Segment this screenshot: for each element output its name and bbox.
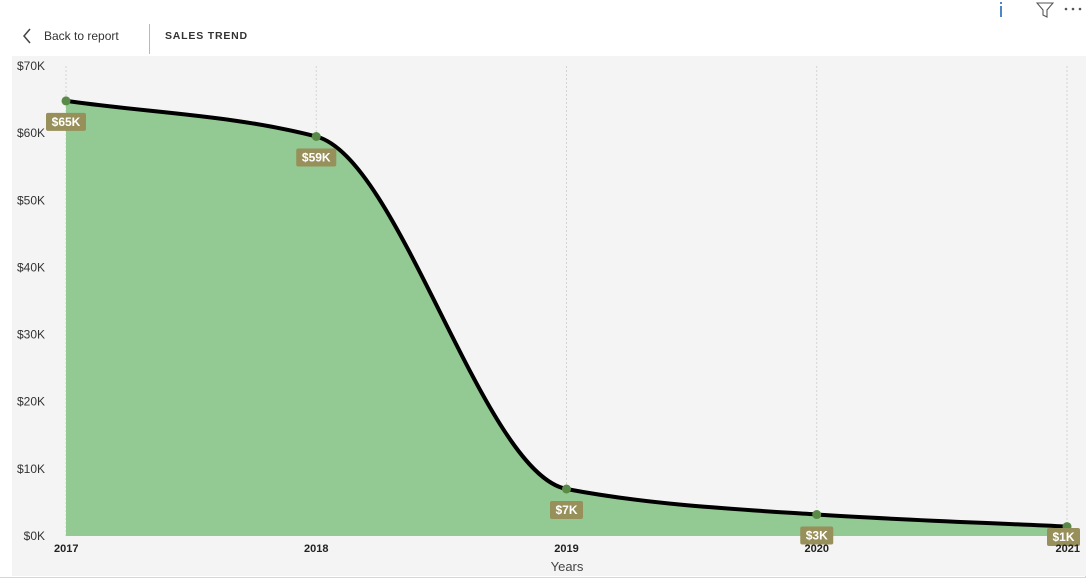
x-tick-label-2020: 2020	[805, 543, 829, 555]
y-tick-label: $50K	[17, 193, 45, 207]
y-tick-label: $40K	[17, 260, 45, 274]
y-tick-label: $30K	[17, 328, 45, 342]
y-tick-label: $0K	[24, 529, 45, 543]
x-tick-label-2021: 2021	[1056, 543, 1080, 555]
visual-header: Back to report SALES TREND	[0, 0, 1086, 56]
data-label-bg-2020	[800, 526, 834, 545]
filter-icon[interactable]	[1036, 2, 1054, 18]
data-label-bg-2021	[1047, 528, 1080, 546]
data-label-2017: $65K	[52, 115, 81, 129]
data-label-bg-2017	[46, 112, 86, 131]
x-tick-label-2018: 2018	[304, 543, 328, 555]
data-label-2018: $59K	[302, 151, 331, 165]
chevron-left-icon	[23, 28, 31, 44]
y-tick-label: $10K	[17, 462, 45, 476]
sales-area	[66, 100, 1067, 537]
data-label-bg-2019	[550, 501, 583, 519]
data-point-2017[interactable]	[61, 96, 71, 106]
data-label-2019: $7K	[555, 503, 577, 517]
sales-line	[65, 98, 1068, 529]
x-tick-label-2017: 2017	[54, 543, 78, 555]
x-axis-title: Years	[551, 559, 584, 574]
y-tick-label: $60K	[17, 126, 45, 140]
more-options-icon[interactable]	[1063, 6, 1083, 12]
data-point-2020[interactable]	[812, 510, 822, 520]
data-label-bg-2018	[296, 148, 337, 167]
back-to-report-label: Back to report	[44, 29, 119, 43]
y-tick-label: $70K	[17, 59, 45, 73]
page-title: SALES TREND	[165, 30, 248, 42]
y-tick-label: $20K	[17, 395, 45, 409]
data-label-2021: $1K	[1052, 530, 1074, 544]
x-tick-label-2019: 2019	[554, 543, 578, 555]
header-divider	[149, 24, 150, 54]
back-to-report-button[interactable]: Back to report	[22, 22, 119, 50]
data-label-2020: $3K	[806, 529, 828, 543]
info-icon[interactable]	[997, 2, 1005, 18]
data-point-2018[interactable]	[311, 132, 321, 141]
data-point-2019[interactable]	[562, 484, 571, 494]
